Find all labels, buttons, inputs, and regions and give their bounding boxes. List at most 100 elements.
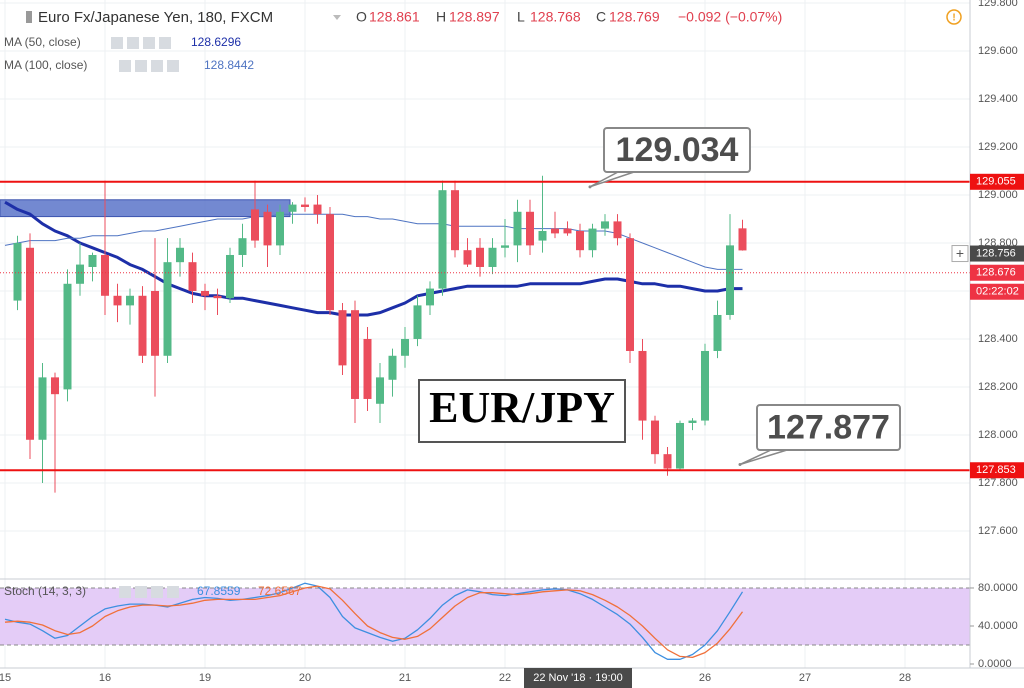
indicator-button[interactable]: [167, 60, 179, 72]
y2-tick-label: 80.0000: [978, 582, 1018, 594]
countdown-label-bg: [970, 283, 1024, 300]
x-tick-label: 16: [99, 672, 111, 684]
candle-body: [601, 221, 609, 229]
indicator-value: 128.6296: [191, 35, 241, 49]
candle-body: [63, 283, 72, 390]
alert-mark: !: [952, 13, 955, 24]
candle-body: [476, 247, 484, 267]
candle-body: [138, 295, 147, 356]
candle-body: [176, 247, 184, 263]
ohlc-value: 128.768: [530, 9, 581, 25]
symbol-label: EUR/JPY: [429, 383, 615, 432]
indicator-button[interactable]: [143, 37, 155, 49]
countdown-label: 02:22:02: [976, 286, 1019, 298]
callout-anchor: [738, 462, 742, 466]
crosshair-date: 22 Nov '18 · 19:00: [533, 672, 623, 684]
candle-body: [301, 204, 309, 207]
crosshair-button[interactable]: [951, 245, 969, 263]
candle-body: [201, 290, 209, 296]
price-axis-label: 128.676: [976, 267, 1016, 279]
y-tick-label: 128.000: [978, 429, 1018, 441]
candle-body: [126, 295, 134, 306]
candle-body: [88, 254, 97, 267]
indicator-button[interactable]: [151, 60, 163, 72]
y-tick-label: 128.200: [978, 381, 1018, 393]
level-axis-label-bg: [970, 462, 1024, 479]
candle-body: [451, 190, 459, 251]
candle-body: [376, 377, 384, 404]
indicator-name: Stoch (14, 3, 3): [4, 584, 86, 598]
candle-body: [576, 230, 584, 251]
candle-body: [188, 262, 197, 291]
line: [4, 200, 743, 317]
x-tick-label: 27: [799, 672, 811, 684]
candle-body: [538, 230, 547, 241]
indicator-button[interactable]: [135, 586, 147, 598]
ohlc-key: O: [356, 9, 367, 25]
indicator-button[interactable]: [119, 586, 131, 598]
candle-body: [113, 295, 122, 306]
candle-body: [726, 245, 734, 315]
candle-body: [76, 264, 84, 284]
y-tick-label: 129.400: [978, 93, 1018, 105]
candle-body: [488, 247, 497, 267]
ohlc-value: 128.769: [609, 9, 660, 25]
candle-body: [563, 228, 572, 234]
candle-body: [226, 254, 234, 299]
candle-body: [363, 338, 372, 399]
symbol-icon: [26, 11, 32, 23]
indicator-value: 67.8559: [197, 584, 241, 598]
alert-icon[interactable]: [946, 9, 962, 25]
candle-body: [351, 310, 359, 399]
candle-body: [238, 238, 247, 255]
candle-body: [313, 204, 322, 215]
indicator-button[interactable]: [167, 586, 179, 598]
price-axis-label-bg: [970, 245, 1024, 262]
ohlc-value: 128.897: [449, 9, 500, 25]
y-tick-label: 127.800: [978, 477, 1018, 489]
crosshair-plus: +: [956, 245, 964, 261]
y2-tick-label: 0.0000: [978, 658, 1012, 670]
x-tick-label: 26: [699, 672, 711, 684]
indicator-value: 72.6567: [258, 584, 302, 598]
candle-body: [501, 245, 509, 248]
callout-box: [603, 127, 751, 173]
y-tick-label: 129.800: [978, 0, 1018, 9]
axis-bg: [970, 0, 1024, 688]
candle-body: [651, 420, 659, 455]
indicator-name: MA (100, close): [4, 58, 87, 72]
indicator-value: 128.8442: [204, 58, 254, 72]
callout-label: 129.034: [616, 131, 739, 169]
candle-body: [251, 209, 259, 241]
candle-body: [551, 228, 559, 234]
price-axis-label: 128.756: [976, 247, 1016, 259]
callout-box: [756, 404, 901, 451]
indicator-button[interactable]: [159, 37, 171, 49]
y-tick-label: 129.000: [978, 189, 1018, 201]
indicator-button[interactable]: [119, 60, 131, 72]
candle-body: [676, 422, 684, 469]
indicator-button[interactable]: [151, 586, 163, 598]
candle-body: [513, 211, 522, 246]
candle-body: [288, 204, 297, 212]
candle-body: [263, 211, 272, 246]
x-tick-label: 20: [299, 672, 311, 684]
candle-body: [388, 355, 397, 380]
y-tick-label: 129.600: [978, 45, 1018, 57]
line: [4, 582, 744, 660]
indicator-button[interactable]: [111, 37, 123, 49]
line: [4, 585, 744, 659]
indicator-button[interactable]: [127, 37, 139, 49]
ohlc-value: 128.861: [369, 9, 420, 25]
y-tick-label: 129.200: [978, 141, 1018, 153]
candle-body: [638, 350, 647, 421]
x-tick-label: 19: [199, 672, 211, 684]
x-tick-label: 28: [899, 672, 911, 684]
candle-body: [163, 262, 172, 356]
indicator-button[interactable]: [135, 60, 147, 72]
candle-body: [38, 377, 47, 440]
candle-body: [713, 314, 722, 351]
candle-body: [326, 214, 334, 311]
candle-body: [526, 211, 534, 246]
candle-body: [701, 350, 709, 421]
